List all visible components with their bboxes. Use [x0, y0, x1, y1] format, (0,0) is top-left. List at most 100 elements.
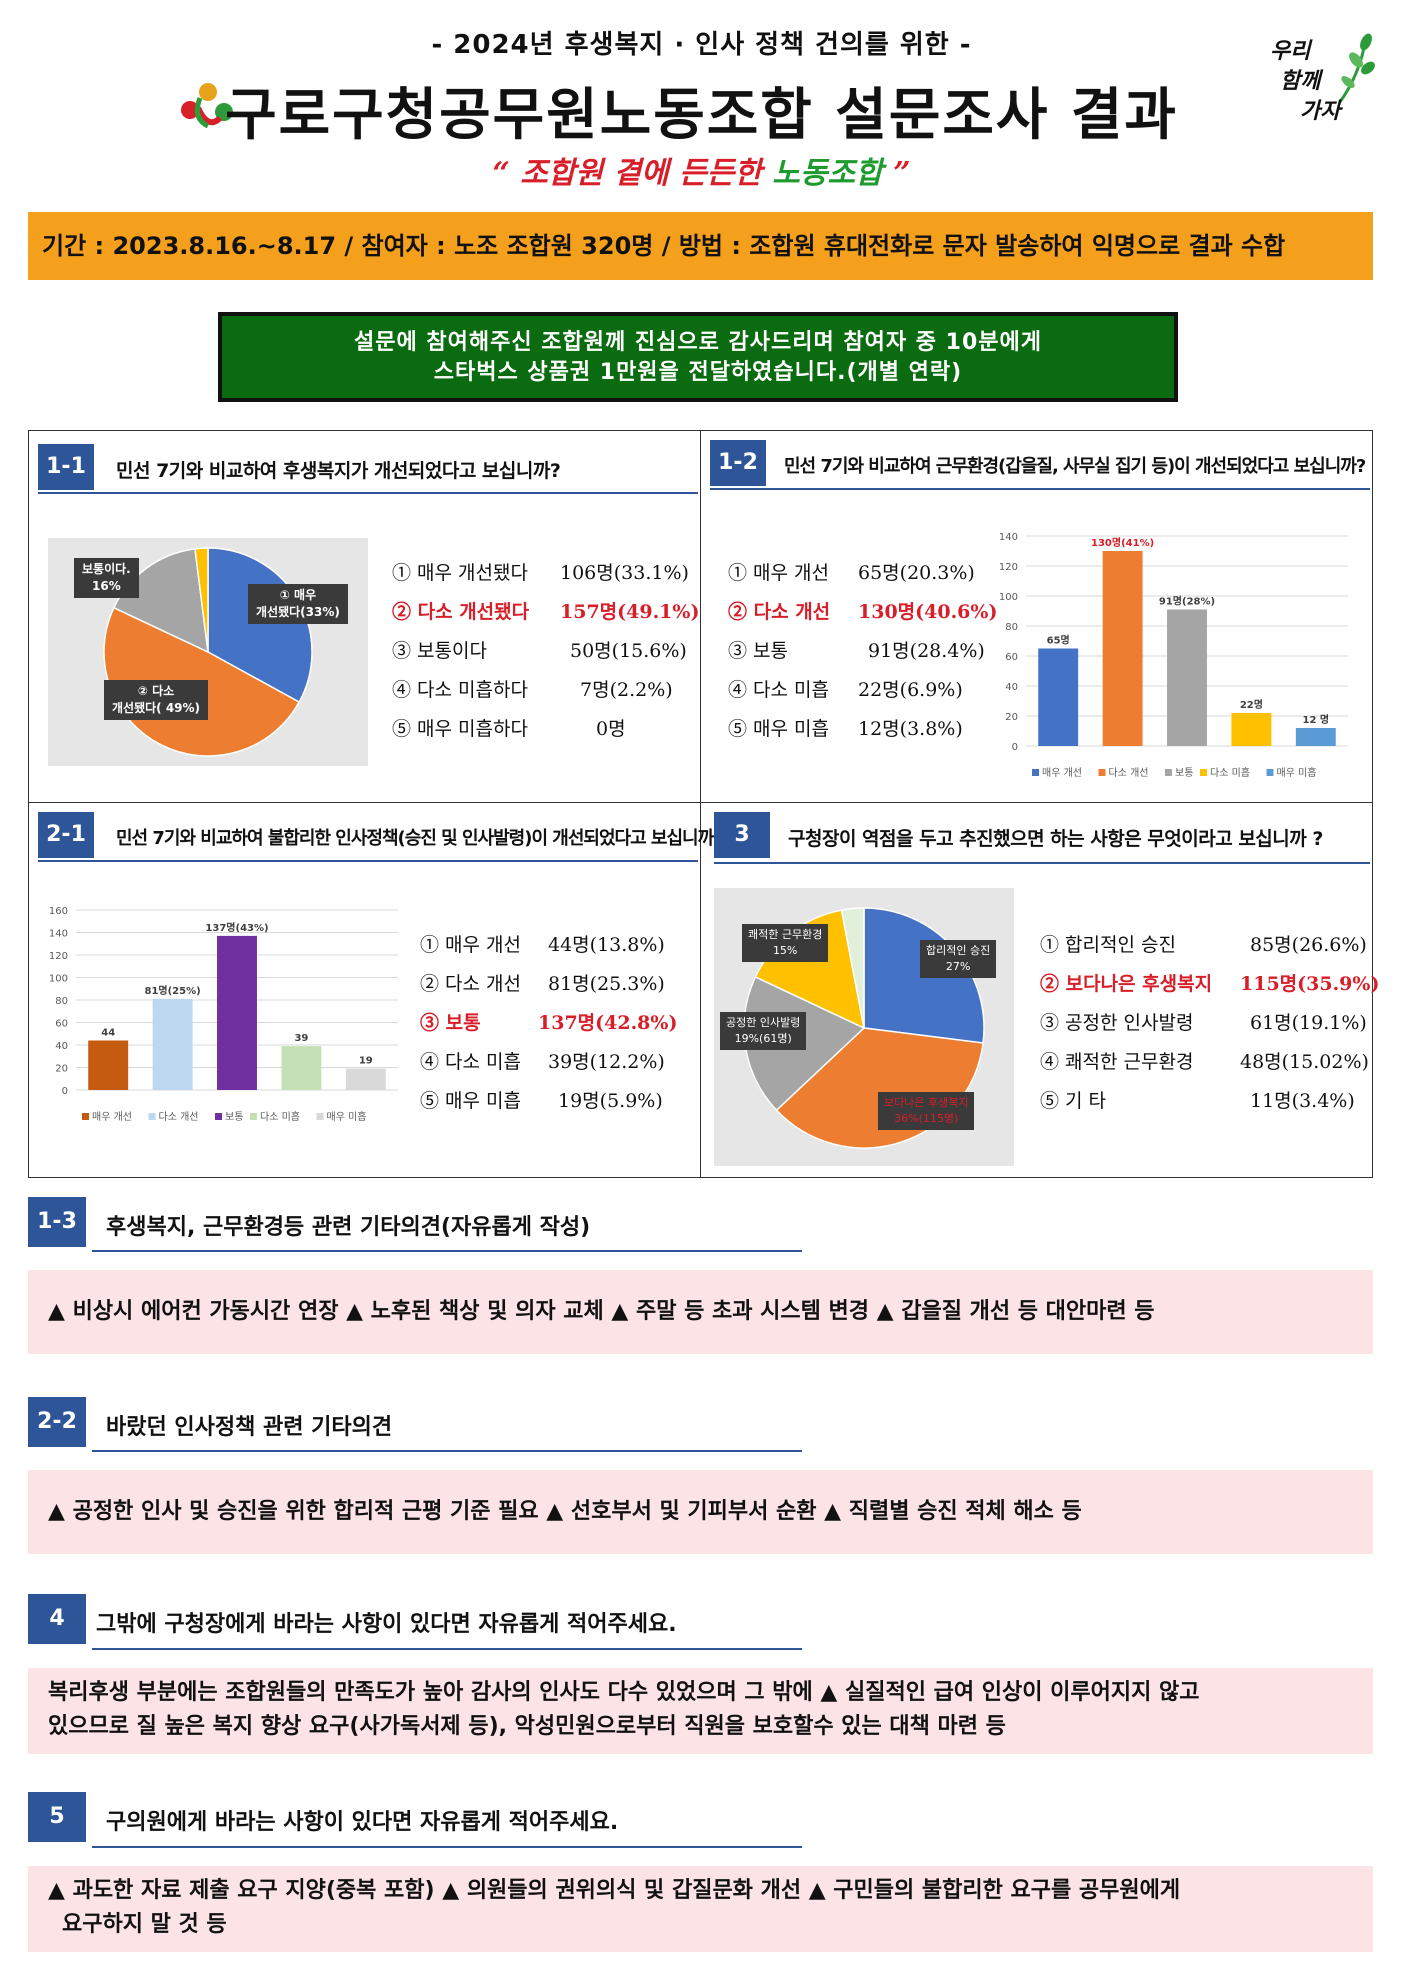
- section-5-title: 구의원에게 바라는 사항이 있다면 자유롭게 적어주세요.: [106, 1810, 619, 1835]
- q1-1-answers: ① 매우 개선됐다 106명(33.1%) ② 다소 개선됐다 157명(49.1%…: [392, 554, 699, 749]
- thanks-notice: 설문에 참여해주신 조합원께 진심으로 감사드리며 참여자 중 10분에게 스타…: [218, 312, 1178, 402]
- section-2-2-body: ▲ 공정한 인사 및 승진을 위한 합리적 근평 기준 필요 ▲ 선호부서 및 …: [28, 1470, 1373, 1554]
- y-tick-label: 40: [1005, 682, 1018, 693]
- y-tick-label: 80: [55, 996, 68, 1007]
- q3-number: 3: [714, 812, 770, 858]
- pie-slice-4: [194, 547, 209, 653]
- pie1-label-very-improved: ① 매우 개선됐다(33%): [248, 584, 348, 624]
- q1-2-answer-2: ② 다소 개선 130명(40.6%): [728, 601, 998, 623]
- bar-data-label: 137명(43%): [205, 921, 268, 934]
- y-tick-label: 20: [1005, 712, 1018, 723]
- q3-answer-1: ① 합리적인 승진 85명(26.6%): [1040, 934, 1367, 956]
- pie2-label-promotion: 합리적인 승진 27%: [920, 940, 997, 978]
- thanks-line-1: 설문에 참여해주신 조합원께 진심으로 감사드리며 참여자 중 10분에게: [354, 330, 1042, 355]
- legend-label: 다소 미흡: [260, 1110, 300, 1123]
- slogan-open: “ 조합원 곁에 든든한: [492, 156, 773, 191]
- q2-1-answer-1: ① 매우 개선 44명(13.8%): [420, 934, 665, 956]
- q2-1-underline: [38, 860, 698, 862]
- bar-5: [345, 1068, 386, 1090]
- union-logo-icon: [178, 78, 238, 134]
- q2-1-question: 민선 7기와 비교하여 불합리한 인사정책(승진 및 인사발령)이 개선되었다고…: [116, 828, 724, 849]
- pie2-label-placement: 공정한 인사발령 19%(61명): [720, 1012, 807, 1050]
- slogan-logo-text-2: 함께: [1280, 68, 1321, 94]
- q1-2-bar-chart: 0 20 40 60 80 100 120 140 65명 130명(41%) 91명(28%) 22…: [999, 532, 1348, 779]
- section-2-2-underline: [92, 1450, 802, 1452]
- grid-divider-horizontal: [28, 802, 1373, 803]
- legend-swatch: [316, 1113, 324, 1120]
- pie-slice-3: [112, 547, 209, 654]
- slogan-green: 노동조합: [772, 156, 883, 191]
- section-5-body-line-1: ▲ 과도한 자료 제출 요구 지양(중복 포함) ▲ 의원들의 권위의식 및 갑…: [48, 1878, 1181, 1903]
- bar-4: [1231, 713, 1272, 746]
- grid-divider-vertical: [700, 430, 701, 1178]
- survey-period-bar: 기간 : 2023.8.16.~8.17 / 참여자 : 노조 조합원 320명…: [28, 212, 1373, 280]
- q1-1-question: 민선 7기와 비교하여 후생복지가 개선되었다고 보십니까?: [116, 460, 561, 482]
- pie1-label-normal: 보통이다. 16%: [74, 558, 139, 598]
- q1-2-answer-5: ⑤ 매우 미흡 12명(3.8%): [728, 718, 963, 740]
- section-4-body: 복리후생 부분에는 조합원들의 만족도가 높아 감사의 인사도 다수 있었으며 …: [28, 1668, 1373, 1754]
- section-2-2-number: 2-2: [28, 1397, 86, 1447]
- q3-underline: [714, 862, 1370, 864]
- slogan-logo-text-1: 우리: [1270, 38, 1311, 64]
- bar-data-label: 39: [294, 1033, 308, 1044]
- slogan-close: ”: [882, 156, 911, 191]
- section-5-number: 5: [28, 1792, 86, 1842]
- section-1-3-body: ▲ 비상시 에어컨 가동시간 연장 ▲ 노후된 책상 및 의자 교체 ▲ 주말 …: [28, 1270, 1373, 1354]
- bar-2: [1102, 551, 1143, 746]
- bar-3: [217, 935, 257, 1090]
- slogan-logo-text-3: 가자: [1300, 98, 1341, 124]
- y-tick-label: 140: [999, 532, 1018, 543]
- section-1-3-underline: [92, 1250, 802, 1252]
- y-tick-label: 20: [55, 1064, 68, 1075]
- q2-1-answers: ① 매우 개선 44명(13.8%) ② 다소 개선 81명(25.3%) ③ 보통…: [420, 926, 690, 1121]
- q3-answer-3: ③ 공정한 인사발령 61명(19.1%): [1040, 1012, 1367, 1034]
- q1-1-underline: [38, 492, 698, 494]
- y-tick-label: 140: [49, 929, 68, 940]
- section-4-title: 그밖에 구청장에게 바라는 사항이 있다면 자유롭게 적어주세요.: [96, 1612, 677, 1637]
- q2-1-answer-4: ④ 다소 미흡 39명(12.2%): [420, 1051, 665, 1073]
- y-tick-label: 160: [49, 906, 68, 917]
- pie1-label-somewhat-improved: ② 다소 개선됐다( 49%): [104, 680, 209, 720]
- q2-1-answer-2: ② 다소 개선 81명(25.3%): [420, 973, 665, 995]
- thanks-line-2: 스타벅스 상품권 1만원을 전달하였습니다.(개별 연락): [433, 360, 963, 385]
- document-subtitle: - 2024년 후생복지 · 인사 정책 건의를 위한 -: [431, 30, 972, 60]
- bar-data-label: 44: [101, 1028, 115, 1039]
- q1-2-answers: ① 매우 개선 65명(20.3%) ② 다소 개선 130명(40.6%) ③ 보…: [728, 554, 998, 749]
- legend-label: 다소 미흡: [1210, 766, 1250, 779]
- q2-1-answer-5: ⑤ 매우 미흡 19명(5.9%): [420, 1090, 663, 1112]
- q1-2-answer-3: ③ 보통 91명(28.4%): [728, 640, 985, 662]
- legend-label: 매우 미흡: [327, 1110, 367, 1123]
- section-4-number: 4: [28, 1594, 86, 1644]
- section-5-body-line-2: 요구하지 말 것 등: [62, 1912, 227, 1937]
- bar-1: [88, 1040, 129, 1090]
- bar-data-label: 19: [359, 1056, 373, 1067]
- legend-label: 매우 미흡: [1277, 766, 1317, 779]
- legend-swatch: [1200, 769, 1207, 776]
- q1-2-answer-1: ① 매우 개선 65명(20.3%): [728, 562, 975, 584]
- y-tick-label: 120: [999, 562, 1018, 573]
- q3-question: 구청장이 역점을 두고 추진했으면 하는 사항은 무엇이라고 보십니까 ?: [788, 828, 1323, 850]
- q1-1-answer-4: ④ 다소 미흡하다 7명(2.2%): [392, 679, 673, 701]
- y-tick-label: 120: [49, 951, 68, 962]
- y-tick-label: 40: [55, 1041, 68, 1052]
- q3-answers: ① 합리적인 승진 85명(26.6%) ② 보다나은 후생복지 115명(35.9…: [1040, 926, 1379, 1121]
- q1-1-answer-3: ③ 보통이다 50명(15.6%): [392, 640, 687, 662]
- q2-1-number: 2-1: [38, 812, 94, 858]
- section-2-2-title: 바랐던 인사정책 관련 기타의견: [106, 1415, 393, 1440]
- bar-2: [152, 998, 193, 1090]
- legend-swatch: [250, 1113, 257, 1120]
- legend-swatch: [1032, 769, 1039, 776]
- y-tick-label: 60: [1005, 652, 1018, 663]
- bar-data-label: 12 명: [1302, 713, 1329, 726]
- q3-answer-5: ⑤ 기 타 11명(3.4%): [1040, 1090, 1355, 1112]
- q2-1-bar-chart: 0 20 40 60 80 100 120 140 160 44 81명(25%) 137명(43%)…: [49, 906, 398, 1123]
- q1-2-question: 민선 7기와 비교하여 근무환경(갑을질, 사무실 집기 등)이 개선되었다고 …: [784, 456, 1366, 477]
- slogan-logo-icon: 우리 함께 가자: [1270, 24, 1378, 132]
- section-1-3-title: 후생복지, 근무환경등 관련 기타의견(자유롭게 작성): [106, 1215, 591, 1240]
- bar-4: [281, 1046, 322, 1090]
- q1-1-answer-1: ① 매우 개선됐다 106명(33.1%): [392, 562, 689, 584]
- legend-label: 매우 개선: [92, 1111, 132, 1123]
- legend-label: 보통: [1175, 767, 1193, 779]
- pie2-label-welfare: 보다나은 후생복지 36%(115명): [878, 1092, 975, 1130]
- section-5-underline: [92, 1846, 802, 1848]
